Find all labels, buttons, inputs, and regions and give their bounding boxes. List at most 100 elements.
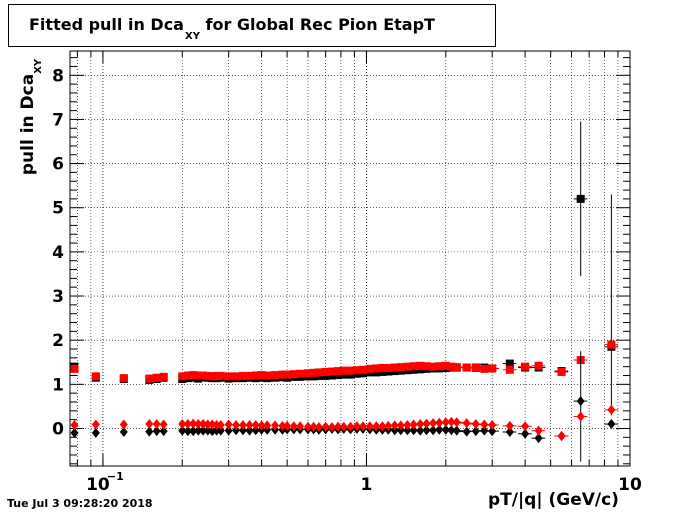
data-point-diamond [199, 419, 208, 430]
data-point-diamond [480, 419, 489, 430]
data-point-diamond [194, 425, 203, 436]
data-point-diamond [159, 419, 168, 430]
data-point-diamond [245, 419, 254, 430]
y-tick-label: 4 [52, 243, 64, 263]
data-point-diamond [70, 427, 79, 438]
data-point-diamond [352, 421, 361, 432]
data-point-diamond [283, 420, 292, 431]
data-point-diamond [119, 427, 128, 438]
data-point-diamond [178, 419, 187, 430]
data-point-diamond [505, 427, 514, 438]
data-point-diamond [339, 421, 348, 432]
data-point-square [303, 369, 312, 378]
data-point-square [278, 370, 287, 379]
data-point-diamond [203, 425, 212, 436]
data-point-diamond [452, 417, 461, 428]
data-point-diamond [152, 426, 161, 437]
y-tick-label: 1 [52, 375, 64, 395]
data-point-diamond [314, 422, 323, 433]
title-box: Fitted pull in DcaXY for Global Rec Pion… [8, 4, 496, 47]
y-tick-label: 0 [52, 419, 64, 439]
data-point-diamond [232, 419, 241, 430]
data-point-square [352, 366, 361, 375]
data-point-square [251, 371, 260, 380]
data-point-square [271, 371, 280, 380]
data-point-square [339, 366, 348, 375]
data-point-square [452, 363, 461, 372]
x-tick-label: 10 [86, 475, 110, 495]
data-point-diamond [178, 425, 187, 436]
y-axis-label-subscript: XY [33, 58, 44, 74]
data-point-square [314, 368, 323, 377]
data-point-diamond [245, 425, 254, 436]
data-point-diamond [488, 419, 497, 430]
data-point-diamond [334, 421, 343, 432]
y-tick-label: 2 [52, 331, 64, 351]
plot-frame [69, 50, 631, 467]
data-point-square [199, 371, 208, 380]
data-point-diamond [238, 425, 247, 436]
data-point-diamond [303, 421, 312, 432]
data-point-square [238, 371, 247, 380]
data-point-diamond [119, 419, 128, 430]
data-point-diamond [251, 419, 260, 430]
data-point-square [263, 371, 272, 380]
x-tick-label: 1 [361, 475, 373, 495]
data-point-square [309, 368, 318, 377]
data-point-square [505, 365, 514, 374]
data-point-diamond [145, 426, 154, 437]
data-point-diamond [183, 419, 192, 430]
data-point-diamond [183, 426, 192, 437]
data-point-square [203, 371, 212, 380]
chart-title: Fitted pull in DcaXY for Global Rec Pion… [29, 15, 435, 42]
data-point-diamond [159, 426, 168, 437]
data-point-diamond [152, 419, 161, 430]
data-point-square [212, 371, 221, 380]
data-point-square [557, 367, 566, 376]
y-tick-label: 6 [52, 155, 64, 175]
data-point-square [346, 366, 355, 375]
data-point-diamond [462, 426, 471, 437]
data-point-diamond [534, 433, 543, 444]
timestamp: Tue Jul 3 09:28:20 2018 [7, 497, 153, 510]
data-point-diamond [145, 419, 154, 430]
data-point-diamond [271, 420, 280, 431]
data-point-diamond [224, 425, 233, 436]
data-point-square [480, 364, 489, 373]
data-point-square [321, 367, 330, 376]
data-point-square [119, 374, 128, 383]
data-point-diamond [91, 427, 100, 438]
data-point-diamond [296, 421, 305, 432]
data-point-diamond [462, 418, 471, 429]
data-point-square [159, 372, 168, 381]
data-point-square [488, 364, 497, 373]
data-point-square [208, 372, 217, 381]
data-point-square [534, 361, 543, 370]
x-axis-label: pT/|q| (GeV/c) [488, 490, 619, 510]
data-point-diamond [70, 419, 79, 430]
data-point-diamond [346, 421, 355, 432]
data-point-square [289, 370, 298, 379]
data-point-diamond [480, 425, 489, 436]
data-point-square [441, 361, 450, 370]
y-axis-label: pull in DcaXY [18, 37, 44, 197]
data-point-square [183, 371, 192, 380]
data-point-diamond [203, 419, 212, 430]
data-point-diamond [309, 421, 318, 432]
data-point-square [358, 365, 367, 374]
data-point-square [245, 371, 254, 380]
data-point-diamond [91, 419, 100, 430]
data-point-diamond [471, 419, 480, 430]
data-point-diamond [321, 421, 330, 432]
chart-title-subscript: XY [184, 31, 200, 42]
data-point-square [152, 373, 161, 382]
data-point-diamond [251, 425, 260, 436]
data-point-diamond [257, 420, 266, 431]
data-point-square [232, 372, 241, 381]
x-tick-label-exponent: −1 [107, 470, 124, 483]
data-point-square [224, 372, 233, 381]
y-tick-label: 3 [52, 287, 64, 307]
data-point-diamond [607, 404, 616, 415]
data-point-square [505, 359, 514, 368]
y-axis-label-main: pull in Dca [18, 73, 38, 176]
